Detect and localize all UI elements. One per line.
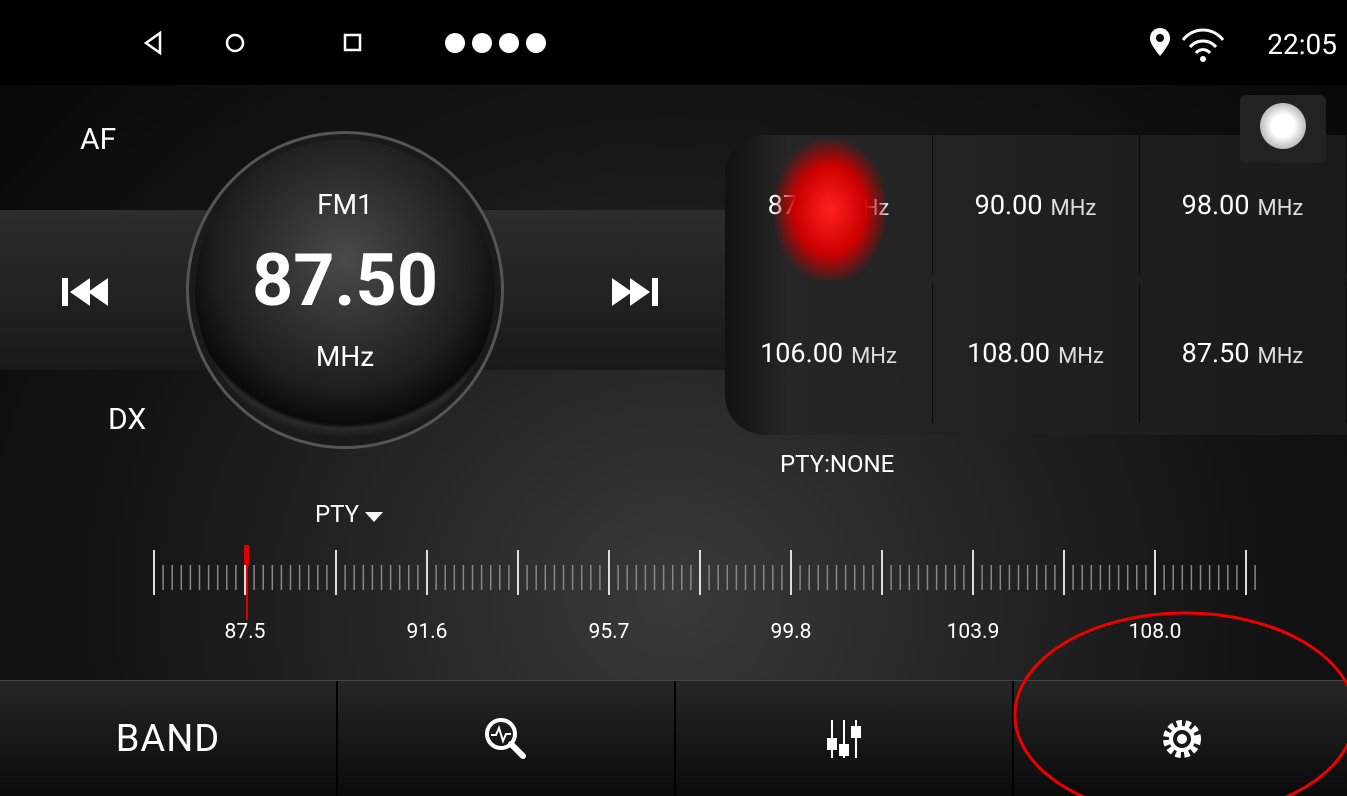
radio-app: 22:05 AF DX FM1 87.50 MHz PTY 87.50MHz90… <box>0 0 1347 796</box>
preset-frequency: 108.00 <box>967 337 1050 369</box>
preset-unit: MHz <box>1051 196 1097 221</box>
dx-button[interactable]: DX <box>108 402 146 437</box>
home-button[interactable] <box>227 35 243 51</box>
preset-unit: MHz <box>1058 344 1104 369</box>
preset-unit: MHz <box>1258 196 1304 221</box>
back-button[interactable] <box>146 33 160 53</box>
status-bar: 22:05 <box>0 0 1347 85</box>
frequency-dial: FM1 87.50 MHz <box>195 140 495 440</box>
band-label: FM1 <box>195 188 495 221</box>
clock: 22:05 <box>1267 28 1337 61</box>
preset-frequency: 106.00 <box>760 337 843 369</box>
status-icons <box>1140 20 1230 70</box>
next-button[interactable] <box>612 275 672 309</box>
preset-button[interactable]: 87.50 MHz <box>1139 283 1347 423</box>
preset-button[interactable]: 106.00 MHz <box>725 283 933 423</box>
bottom-bar: BAND <box>0 680 1347 796</box>
selected-preset-glow <box>775 140 885 280</box>
recent-button[interactable] <box>345 35 360 50</box>
preset-unit: MHz <box>1258 344 1304 369</box>
frequency-unit: MHz <box>195 340 495 373</box>
scale-label: 91.6 <box>407 620 448 644</box>
band-text: BAND <box>116 717 221 761</box>
preset-frequency: 90.00 <box>975 189 1043 221</box>
scale-label: 99.8 <box>771 620 812 644</box>
frequency: 87.50 <box>195 238 495 323</box>
preset-frequency: 98.00 <box>1182 189 1250 221</box>
search-icon <box>481 714 531 764</box>
scale-label: 95.7 <box>589 620 630 644</box>
equalizer-icon <box>824 714 864 764</box>
scale-label: 103.9 <box>947 620 1000 644</box>
af-button[interactable]: AF <box>80 122 116 157</box>
floating-button[interactable] <box>1260 103 1306 149</box>
preset-unit: MHz <box>851 344 897 369</box>
preset-button[interactable]: 90.00 MHz <box>932 135 1140 275</box>
band-button[interactable]: BAND <box>0 681 338 796</box>
settings-icon <box>1157 714 1207 764</box>
tuning-scale <box>0 520 1347 680</box>
scale-label: 108.0 <box>1129 620 1182 644</box>
settings-button[interactable] <box>1014 681 1347 796</box>
pty-status: PTY:NONE <box>780 450 894 478</box>
nav-icons <box>0 0 620 85</box>
notification-icons <box>445 33 546 53</box>
prev-button[interactable] <box>62 275 122 309</box>
scale-label: 87.5 <box>225 620 266 644</box>
equalizer-button[interactable] <box>676 681 1014 796</box>
toggle-bg <box>1240 95 1326 163</box>
search-button[interactable] <box>338 681 676 796</box>
preset-button[interactable]: 108.00 MHz <box>932 283 1140 423</box>
preset-frequency: 87.50 <box>1182 337 1250 369</box>
